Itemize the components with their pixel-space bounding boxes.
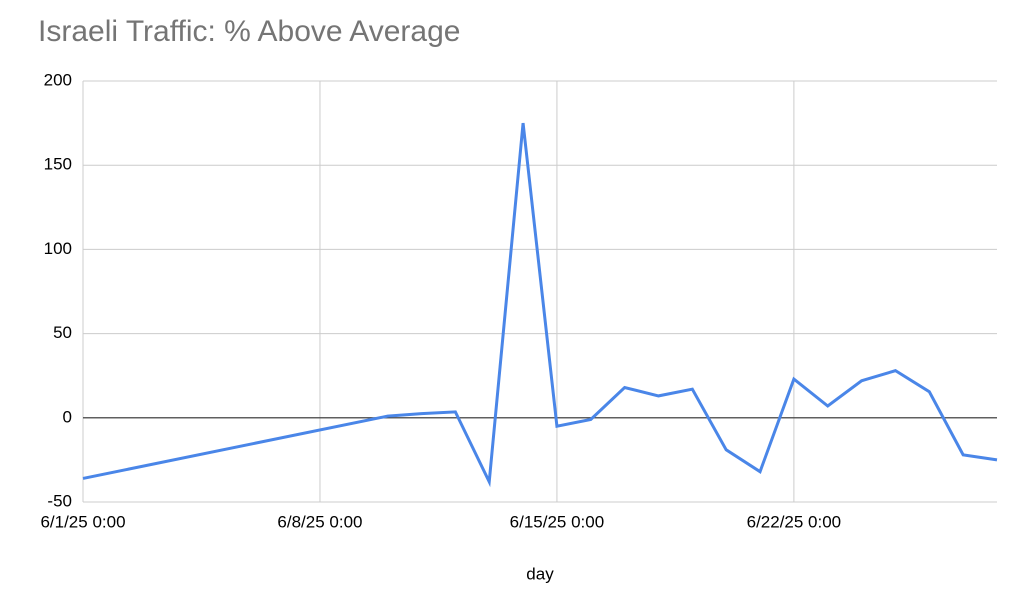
y-tick-label: 50 (53, 323, 72, 342)
y-tick-label: 0 (63, 407, 72, 426)
y-tick-label: 200 (44, 70, 72, 89)
chart-title: Israeli Traffic: % Above Average (38, 15, 460, 48)
data-line (82, 122, 998, 488)
y-tick-label: 150 (44, 155, 72, 174)
x-tick-label: 6/1/25 0:00 (40, 512, 125, 531)
y-tick-label: -50 (47, 491, 72, 510)
x-tick-label: 6/15/25 0:00 (510, 512, 605, 531)
x-axis-label: day (526, 564, 554, 583)
x-tick-label: 6/8/25 0:00 (277, 512, 362, 531)
y-tick-label: 100 (44, 239, 72, 258)
x-tick-label: 6/22/25 0:00 (747, 512, 842, 531)
